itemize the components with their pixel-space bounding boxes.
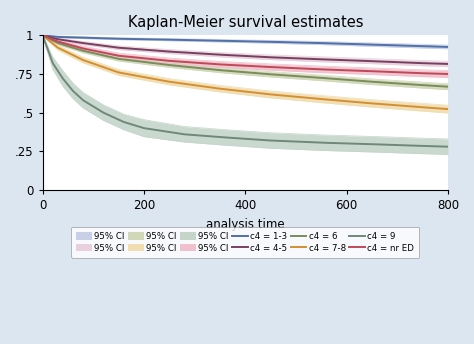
X-axis label: analysis time: analysis time: [206, 217, 284, 230]
Legend: 95% CI, 95% CI, 95% CI, 95% CI, 95% CI, 95% CI, c4 = 1-3, c4 = 4-5, c4 = 6, c4 =: 95% CI, 95% CI, 95% CI, 95% CI, 95% CI, …: [71, 227, 419, 258]
Title: Kaplan-Meier survival estimates: Kaplan-Meier survival estimates: [128, 15, 363, 30]
